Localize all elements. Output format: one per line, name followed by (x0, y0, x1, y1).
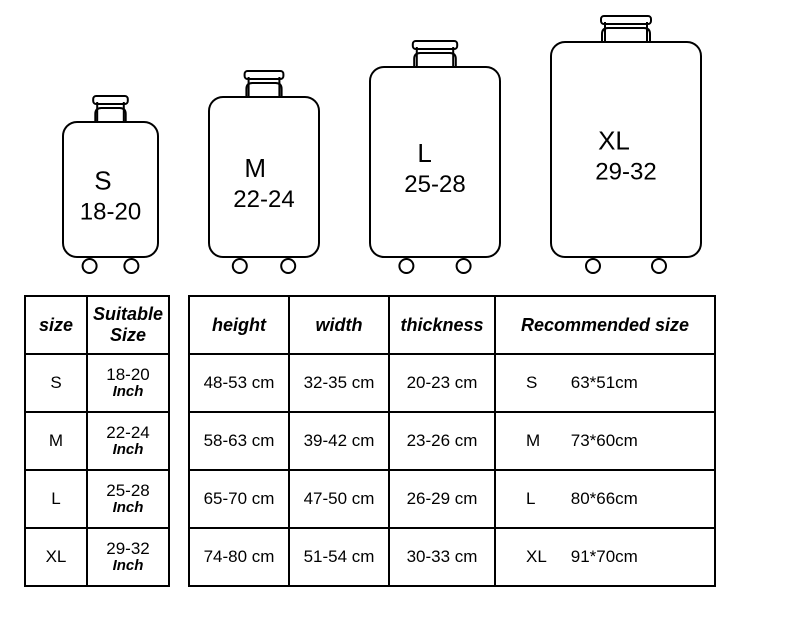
luggage-range-label: 22-24 (233, 186, 294, 213)
luggage-size-label: L (417, 138, 431, 168)
cell-recommended: XL 91*70cm (495, 528, 715, 586)
cell-range: 25-28 (88, 482, 168, 500)
luggage-icon: S 18-20 (60, 94, 161, 275)
luggage-item: S 18-20 (60, 94, 161, 275)
cell-unit: Inch (88, 500, 168, 516)
table-row: S 18-20 Inch (25, 354, 169, 412)
luggage-icon: M 22-24 (206, 69, 322, 275)
cell-width: 32-35 cm (289, 354, 389, 412)
rec-dim: 73*60cm (571, 431, 638, 450)
rec-size: M (526, 431, 566, 451)
cell-recommended: S 63*51cm (495, 354, 715, 412)
cell-suitable: 18-20 Inch (87, 354, 169, 412)
cell-thickness: 30-33 cm (389, 528, 495, 586)
luggage-item: XL 29-32 (548, 14, 704, 275)
rec-size: XL (526, 547, 566, 567)
table-header-row: size Suitable Size (25, 296, 169, 354)
cell-thickness: 26-29 cm (389, 470, 495, 528)
luggage-range-label: 18-20 (80, 199, 141, 226)
rec-dim: 63*51cm (571, 373, 638, 392)
header-size: size (25, 296, 87, 354)
table-row: 65-70 cm 47-50 cm 26-29 cm L 80*66cm (189, 470, 715, 528)
cell-recommended: M 73*60cm (495, 412, 715, 470)
luggage-row: S 18-20 M 22-24 (0, 0, 790, 285)
luggage-range-label: 25-28 (404, 171, 465, 198)
luggage-item: M 22-24 (206, 69, 322, 275)
table-row: 74-80 cm 51-54 cm 30-33 cm XL 91*70cm (189, 528, 715, 586)
luggage-item: L 25-28 (367, 39, 503, 275)
cell-height: 65-70 cm (189, 470, 289, 528)
cell-unit: Inch (88, 384, 168, 400)
cell-range: 29-32 (88, 540, 168, 558)
luggage-icon: XL 29-32 (548, 14, 704, 275)
header-thickness: thickness (389, 296, 495, 354)
cell-thickness: 23-26 cm (389, 412, 495, 470)
cell-thickness: 20-23 cm (389, 354, 495, 412)
cell-suitable: 22-24 Inch (87, 412, 169, 470)
cell-recommended: L 80*66cm (495, 470, 715, 528)
header-recommended: Recommended size (495, 296, 715, 354)
header-height: height (189, 296, 289, 354)
luggage-size-label: M (244, 153, 266, 183)
cell-suitable: 29-32 Inch (87, 528, 169, 586)
cell-height: 48-53 cm (189, 354, 289, 412)
table-header-row: height width thickness Recommended size (189, 296, 715, 354)
luggage-size-label: S (94, 166, 111, 196)
tables-container: size Suitable Size S 18-20 Inch M 22-24 … (0, 285, 790, 587)
rec-dim: 80*66cm (571, 489, 638, 508)
cell-size: L (25, 470, 87, 528)
rec-size: L (526, 489, 566, 509)
cell-height: 58-63 cm (189, 412, 289, 470)
table-row: 58-63 cm 39-42 cm 23-26 cm M 73*60cm (189, 412, 715, 470)
table-row: M 22-24 Inch (25, 412, 169, 470)
rec-size: S (526, 373, 566, 393)
cell-width: 39-42 cm (289, 412, 389, 470)
cell-size: XL (25, 528, 87, 586)
cell-range: 18-20 (88, 366, 168, 384)
dimensions-table: height width thickness Recommended size … (188, 295, 716, 587)
cell-width: 51-54 cm (289, 528, 389, 586)
cell-size: M (25, 412, 87, 470)
cell-unit: Inch (88, 442, 168, 458)
header-width: width (289, 296, 389, 354)
cell-size: S (25, 354, 87, 412)
luggage-size-label: XL (598, 126, 630, 156)
cell-range: 22-24 (88, 424, 168, 442)
table-row: 48-53 cm 32-35 cm 20-23 cm S 63*51cm (189, 354, 715, 412)
size-table: size Suitable Size S 18-20 Inch M 22-24 … (24, 295, 170, 587)
header-suitable: Suitable Size (87, 296, 169, 354)
cell-width: 47-50 cm (289, 470, 389, 528)
page: S 18-20 M 22-24 (0, 0, 790, 621)
table-row: L 25-28 Inch (25, 470, 169, 528)
cell-unit: Inch (88, 558, 168, 574)
rec-dim: 91*70cm (571, 547, 638, 566)
luggage-range-label: 29-32 (595, 159, 656, 186)
luggage-icon: L 25-28 (367, 39, 503, 275)
table-row: XL 29-32 Inch (25, 528, 169, 586)
cell-height: 74-80 cm (189, 528, 289, 586)
cell-suitable: 25-28 Inch (87, 470, 169, 528)
